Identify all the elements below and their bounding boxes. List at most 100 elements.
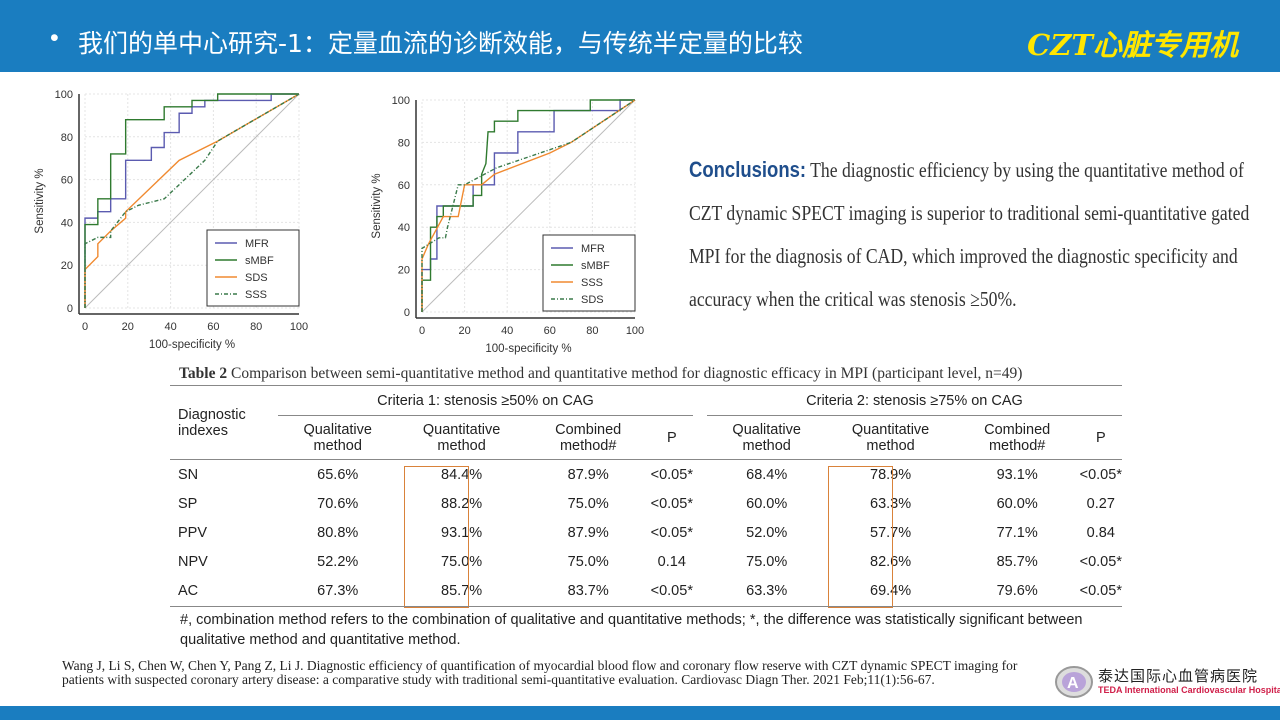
y-tick-label: 80 <box>398 137 410 149</box>
logo-cn: 泰达国际心血管病医院 <box>1098 667 1259 685</box>
table-caption: Table 2 Comparison between semi-quantita… <box>179 365 1022 383</box>
table-cell: 0.14 <box>657 553 686 570</box>
table-cell: 52.0% <box>746 524 788 541</box>
column-header: Qualitative method <box>303 421 372 454</box>
table-note: #, combination method refers to the comb… <box>180 612 1083 648</box>
table-cell: 70.6% <box>317 495 359 512</box>
conclusion-body: The diagnostic efficiency by using the q… <box>689 158 1250 311</box>
y-tick-label: 100 <box>392 95 410 107</box>
y-tick-label: 40 <box>398 222 410 234</box>
highlight-box-2 <box>828 466 893 608</box>
table-cell: 87.9% <box>567 466 609 483</box>
table-cell: 63.3% <box>746 582 788 599</box>
row-label: NPV <box>178 553 208 570</box>
y-tick-label: 20 <box>398 265 410 277</box>
group-header-1: Criteria 1: stenosis ≥50% on CAG <box>278 385 693 416</box>
table-cell: 77.1% <box>996 524 1038 541</box>
y-tick-label: 0 <box>404 307 410 319</box>
table-caption-text: Comparison between semi-quantitative met… <box>227 365 1023 382</box>
y-tick-label: 60 <box>398 180 410 192</box>
legend-label: SDS <box>581 294 604 306</box>
column-header: Quantitative method <box>422 421 501 454</box>
table-cell: 78.9% <box>870 466 912 483</box>
reference-citation: Wang J, Li S, Chen W, Chen Y, Pang Z, Li… <box>62 658 1018 687</box>
row-label: AC <box>178 582 199 599</box>
table-row: AC 67.3% 85.7% 83.7% <0.05* 63.3% 69.4% 79.6% <0… <box>170 576 1122 605</box>
highlight-box-1 <box>404 466 469 608</box>
table-cell: 83.7% <box>567 582 609 599</box>
y-tick-label: 0 <box>67 303 73 315</box>
row-header: Diagnostic indexes <box>178 406 246 439</box>
legend-label: SSS <box>581 277 603 289</box>
row-label: SP <box>178 495 198 512</box>
table-cell: 0.84 <box>1086 524 1115 541</box>
table-cell: 60.0% <box>746 495 788 512</box>
table-cell: 85.7% <box>441 582 483 599</box>
roc-line-sds <box>84 93 300 308</box>
table-row: SP 70.6% 88.2% 75.0% <0.05* 60.0% 63.3% 60.0% 0.… <box>170 489 1122 518</box>
roc-line-smbf <box>84 93 299 308</box>
legend-label: MFR <box>581 243 605 255</box>
table-cell: <0.05* <box>1079 466 1122 483</box>
legend-label: sMBF <box>581 260 610 272</box>
svg-text:A: A <box>1067 675 1079 692</box>
hospital-logo: A 泰达国际心血管病医院 TEDA International Cardiova… <box>1054 663 1280 701</box>
column-header: P <box>1095 429 1106 446</box>
table-cell: 75.0% <box>567 553 609 570</box>
x-tick-label: 20 <box>458 325 470 337</box>
table-cell: <0.05* <box>650 524 693 541</box>
x-tick-label: 60 <box>544 325 556 337</box>
roc-line-sss <box>84 93 300 308</box>
table-row: SN 65.6% 84.4% 87.9% <0.05* 68.4% 78.9% 93.1% <0… <box>170 460 1122 490</box>
y-tick-label: 20 <box>61 260 73 272</box>
table-cell: <0.05* <box>1079 553 1122 570</box>
x-axis-label: 100-specificity % <box>485 343 571 355</box>
table-cell: 84.4% <box>441 466 483 483</box>
x-tick-label: 60 <box>207 321 219 333</box>
table-cell: 69.4% <box>870 582 912 599</box>
column-header: Quantitative method <box>851 421 930 454</box>
roc-line-sds <box>421 99 636 312</box>
y-tick-label: 40 <box>61 217 73 229</box>
table-cell: <0.05* <box>650 466 693 483</box>
table-cell: 88.2% <box>441 495 483 512</box>
table-cell: 75.0% <box>746 553 788 570</box>
row-label: PPV <box>178 524 208 541</box>
x-tick-label: 80 <box>586 325 598 337</box>
table-cell: 68.4% <box>746 466 788 483</box>
column-header: P <box>666 429 677 446</box>
table-cell: 52.2% <box>317 553 359 570</box>
column-header: Combined method# <box>984 421 1051 454</box>
table-cell: 80.8% <box>317 524 359 541</box>
y-axis-label: Sensitivity % <box>34 168 46 233</box>
table-cell: 65.6% <box>317 466 359 483</box>
x-tick-label: 20 <box>122 321 134 333</box>
x-tick-label: 40 <box>164 321 176 333</box>
roc-line-mfr <box>84 93 299 308</box>
x-tick-label: 0 <box>419 325 425 337</box>
reference-diagonal <box>84 93 300 309</box>
legend-label: MFR <box>245 238 269 250</box>
legend-label: SDS <box>245 272 268 284</box>
bullet: • <box>50 24 59 52</box>
conclusion-label: Conclusions: <box>689 157 807 182</box>
y-tick-label: 100 <box>55 89 73 101</box>
x-tick-label: 40 <box>501 325 513 337</box>
row-label: SN <box>178 466 199 483</box>
table-cell: 75.0% <box>441 553 483 570</box>
roc-chart-2: 00 20 20 40 40 60 60 80 80 100 100 MFR sMBF SSS SDS 100… <box>371 95 644 355</box>
x-tick-label: 100 <box>626 325 644 337</box>
group-header-2: Criteria 2: stenosis ≥75% on CAG <box>706 385 1122 416</box>
hospital-emblem-icon: A <box>1055 666 1093 698</box>
slide-title: 我们的单中心研究-1：定量血流的诊断效能，与传统半定量的比较 <box>78 29 803 58</box>
reference-diagonal <box>421 99 636 313</box>
table-cell: 57.7% <box>870 524 912 541</box>
table-cell: 0.27 <box>1086 495 1115 512</box>
table-cell: 93.1% <box>996 466 1038 483</box>
header-bar: • 我们的单中心研究-1：定量血流的诊断效能，与传统半定量的比较 CZT心脏专用… <box>0 0 1280 72</box>
table-cell: 60.0% <box>996 495 1038 512</box>
legend-label: SSS <box>245 289 267 301</box>
roc-chart-1: 00 20 20 40 40 60 60 80 80 100 100 MFR sMBF SDS SSS 100… <box>34 89 308 351</box>
table-number: Table 2 <box>179 365 228 382</box>
legend-label: sMBF <box>245 255 274 267</box>
